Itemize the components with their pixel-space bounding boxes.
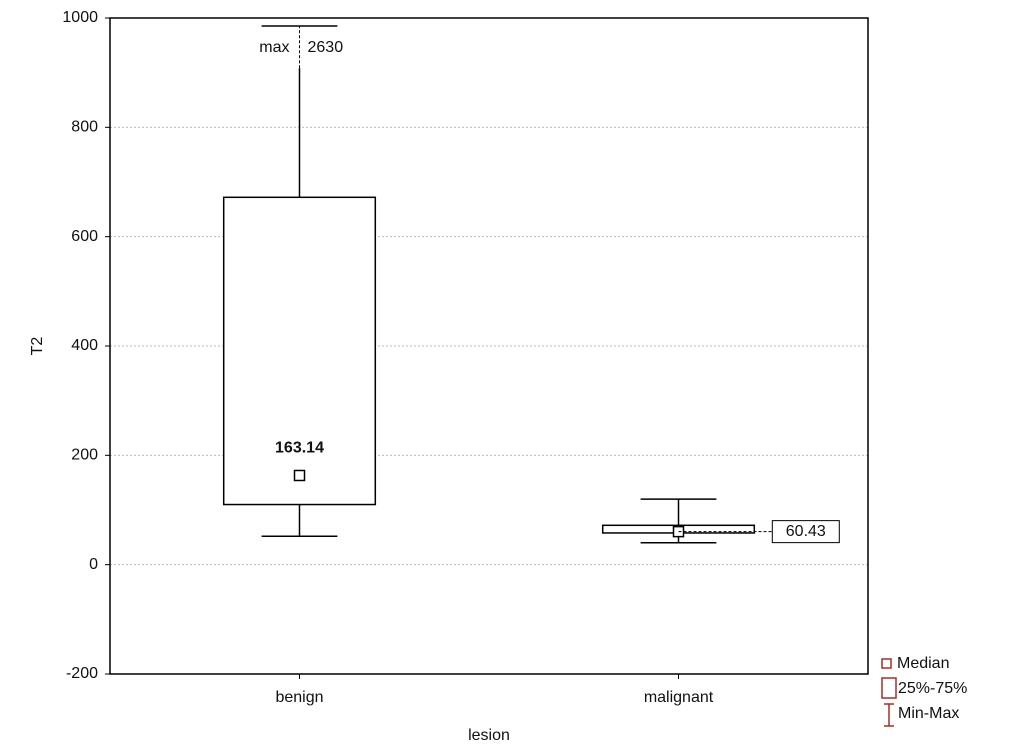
legend-box-icon (881, 677, 897, 699)
y-tick-label: -200 (66, 665, 98, 682)
x-axis-label: lesion (468, 727, 510, 744)
y-tick-label: 400 (71, 337, 98, 354)
y-tick-label: 800 (71, 119, 98, 136)
y-tick-label: 1000 (62, 9, 98, 26)
max-label: 2630 (308, 39, 344, 56)
median-label-box (771, 520, 840, 544)
legend-median-icon (881, 658, 892, 669)
legend-label: Min-Max (898, 705, 959, 722)
x-tick-label: malignant (644, 689, 714, 706)
legend-label: 25%-75% (898, 680, 967, 697)
y-tick-label: 200 (71, 447, 98, 464)
y-tick-label: 600 (71, 228, 98, 245)
median-label: 60.43 (786, 523, 826, 540)
y-tick-label: 0 (89, 556, 98, 573)
legend-minmax-icon (884, 703, 894, 727)
plot-frame (109, 17, 869, 675)
y-axis-label: T2 (29, 337, 46, 356)
median-marker (293, 469, 306, 482)
x-tick-label: benign (275, 689, 323, 706)
median-label: 163.14 (275, 440, 324, 457)
max-annotation: max (259, 39, 289, 56)
legend-label: Median (897, 655, 949, 672)
plot-area (222, 25, 756, 544)
box (222, 196, 377, 506)
